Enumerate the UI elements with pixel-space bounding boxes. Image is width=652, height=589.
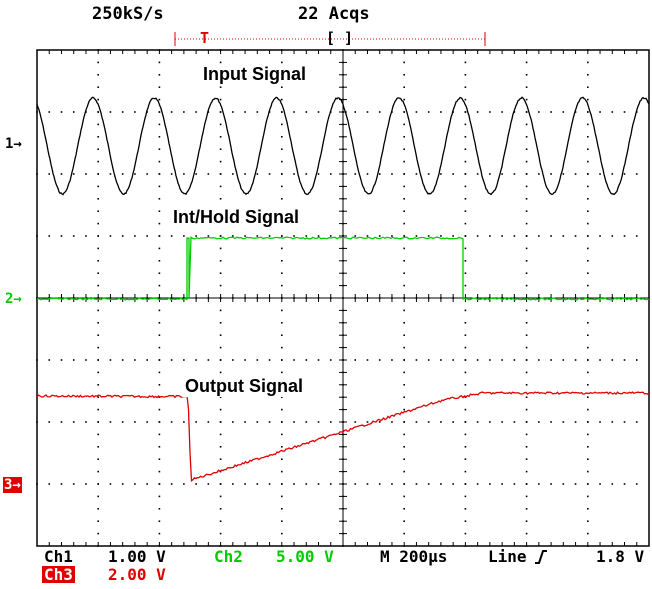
ch2-name: Ch2 bbox=[214, 547, 243, 566]
trigger-level-readout: 1.8 V bbox=[596, 547, 645, 566]
trigger-position-marker[interactable]: T bbox=[200, 29, 210, 47]
trigger-source-readout: Line bbox=[488, 547, 527, 566]
ch3-name: Ch3 bbox=[42, 565, 75, 584]
output-signal-trace bbox=[36, 391, 650, 483]
input-signal-label: Input Signal bbox=[200, 64, 309, 85]
ch1-scale: 1.00 V bbox=[108, 547, 166, 566]
rising-edge-icon bbox=[535, 550, 547, 564]
ch2-scale: 5.00 V bbox=[276, 547, 334, 566]
ch3-ground-marker[interactable]: 3→ bbox=[3, 477, 22, 493]
record-view-bracket[interactable]: [ ] bbox=[326, 29, 354, 47]
ch3-scale: 2.00 V bbox=[108, 565, 166, 584]
output-signal-label: Output Signal bbox=[182, 376, 306, 397]
ch2-ground-marker[interactable]: 2→ bbox=[5, 291, 22, 307]
sample-rate-readout: 250kS/s bbox=[92, 4, 164, 24]
ch1-ground-marker[interactable]: 1→ bbox=[5, 136, 22, 152]
input-signal-trace bbox=[36, 96, 650, 196]
graticule-grid bbox=[36, 49, 649, 547]
timebase-readout: M 200µs bbox=[380, 547, 448, 566]
record-bar bbox=[174, 32, 486, 46]
int-hold-signal-label: Int/Hold Signal bbox=[170, 207, 302, 228]
int-hold-signal-trace bbox=[36, 236, 650, 301]
acquisition-count-readout: 22 Acqs bbox=[298, 4, 370, 24]
ch1-name: Ch1 bbox=[44, 547, 73, 566]
